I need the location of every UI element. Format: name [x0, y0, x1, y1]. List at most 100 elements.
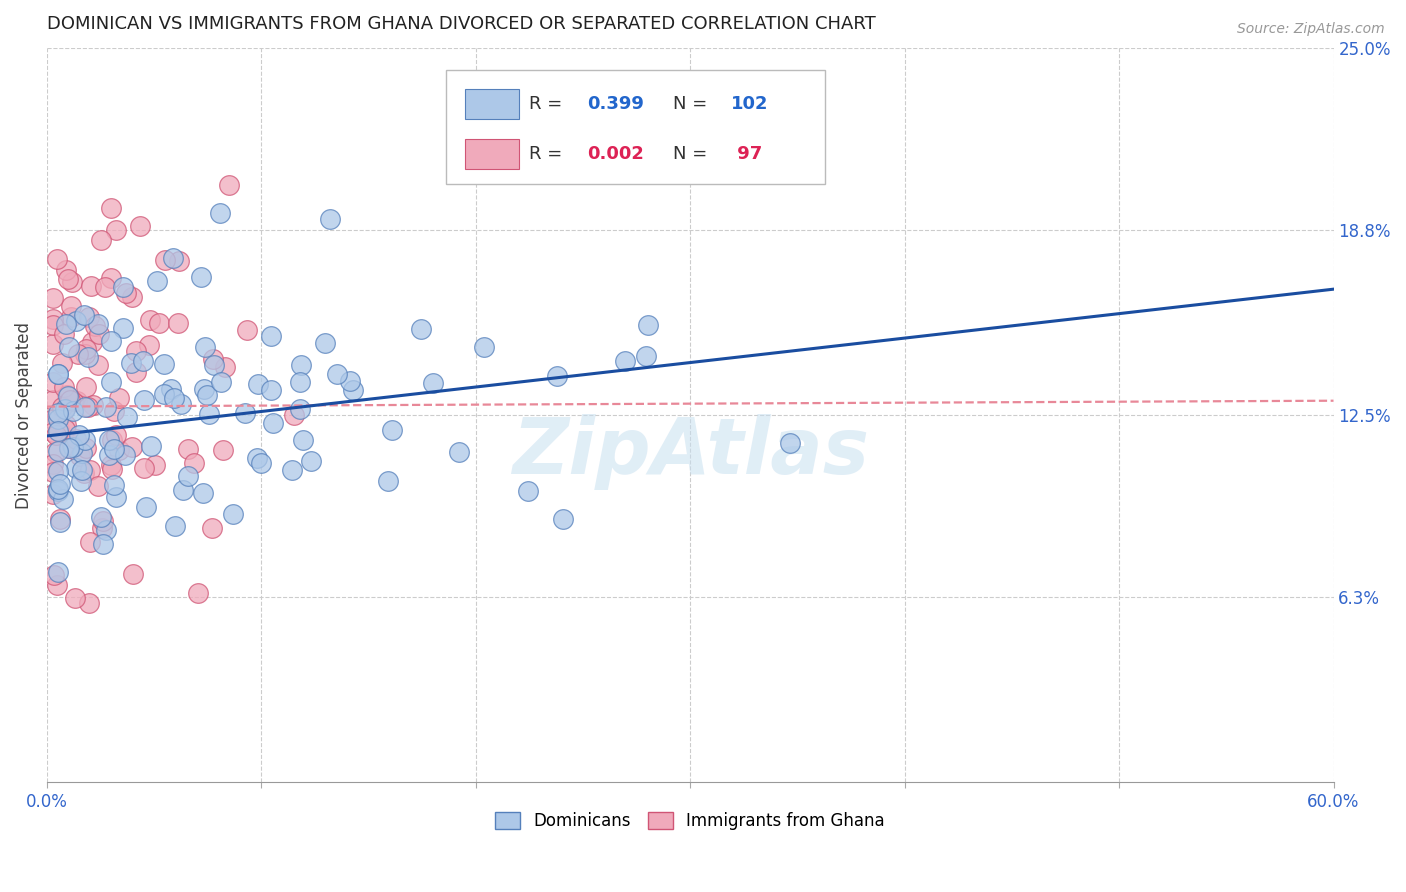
Point [195, 388, 218, 402]
Point [209, 206, 232, 220]
Point [91, 514, 114, 528]
Point [42, 312, 65, 326]
Point [107, 391, 129, 405]
Point [114, 285, 136, 300]
Point [59, 299, 82, 313]
Point [163, 518, 186, 533]
Point [103, 442, 125, 456]
Point [172, 483, 194, 497]
Point [212, 443, 235, 458]
Point [187, 586, 209, 600]
Point [103, 478, 125, 492]
Point [100, 376, 122, 390]
Point [55, 317, 77, 331]
Point [117, 409, 139, 424]
Point [70, 446, 93, 460]
Point [319, 212, 342, 227]
Point [260, 329, 283, 343]
Point [73, 308, 96, 322]
Point [100, 201, 122, 215]
Point [75, 347, 97, 361]
Point [91, 521, 114, 535]
Point [51, 400, 73, 414]
Point [59, 310, 82, 324]
Point [70, 474, 93, 488]
Text: N =: N = [673, 145, 713, 163]
Point [62, 404, 84, 418]
Point [422, 376, 444, 390]
Point [79, 279, 101, 293]
Text: R =: R = [530, 95, 568, 113]
Point [339, 374, 361, 388]
Point [299, 454, 322, 468]
Point [48, 566, 70, 580]
Point [94, 280, 117, 294]
Point [104, 490, 127, 504]
Point [83, 319, 105, 334]
Point [46, 406, 69, 420]
Point [48, 422, 70, 436]
Point [55, 263, 77, 277]
Point [314, 336, 336, 351]
Point [121, 566, 143, 581]
Text: R =: R = [530, 145, 568, 163]
Point [42, 457, 65, 471]
Point [636, 349, 658, 363]
Point [342, 383, 364, 397]
Point [132, 392, 155, 407]
Point [45, 578, 67, 592]
Point [73, 466, 96, 480]
Point [46, 424, 69, 438]
Point [58, 441, 80, 455]
Point [77, 596, 100, 610]
Point [222, 507, 245, 521]
Point [46, 252, 69, 266]
Point [121, 440, 143, 454]
Point [79, 535, 101, 549]
Point [93, 537, 115, 551]
Point [381, 423, 404, 437]
Point [250, 456, 273, 470]
Point [53, 327, 76, 342]
Point [42, 291, 65, 305]
Point [100, 458, 122, 472]
Point [247, 377, 270, 392]
Point [60, 275, 83, 289]
Text: Source: ZipAtlas.com: Source: ZipAtlas.com [1237, 22, 1385, 37]
Point [214, 360, 236, 375]
Text: 102: 102 [731, 95, 769, 113]
Point [218, 178, 240, 192]
Point [114, 448, 136, 462]
Point [108, 442, 131, 457]
Point [290, 358, 312, 372]
Point [58, 442, 80, 456]
Point [87, 358, 110, 372]
Point [159, 382, 181, 396]
FancyBboxPatch shape [446, 70, 825, 185]
Point [46, 444, 69, 458]
Point [131, 354, 153, 368]
Point [75, 380, 97, 394]
Point [89, 326, 111, 341]
Point [60, 438, 83, 452]
Point [779, 436, 801, 450]
Point [49, 476, 72, 491]
Point [42, 465, 65, 479]
Point [51, 357, 73, 371]
Point [77, 310, 100, 325]
Point [46, 367, 69, 381]
Point [87, 317, 110, 331]
Point [46, 409, 69, 424]
Point [411, 322, 433, 336]
Point [138, 313, 160, 327]
Point [65, 460, 87, 475]
Text: ZipAtlas: ZipAtlas [512, 414, 869, 490]
Point [101, 462, 124, 476]
Point [517, 483, 540, 498]
Point [190, 269, 212, 284]
Text: 0.399: 0.399 [588, 95, 644, 113]
Point [193, 485, 215, 500]
Point [233, 405, 256, 419]
Y-axis label: Divorced or Separated: Divorced or Separated [15, 322, 32, 509]
Point [138, 338, 160, 352]
